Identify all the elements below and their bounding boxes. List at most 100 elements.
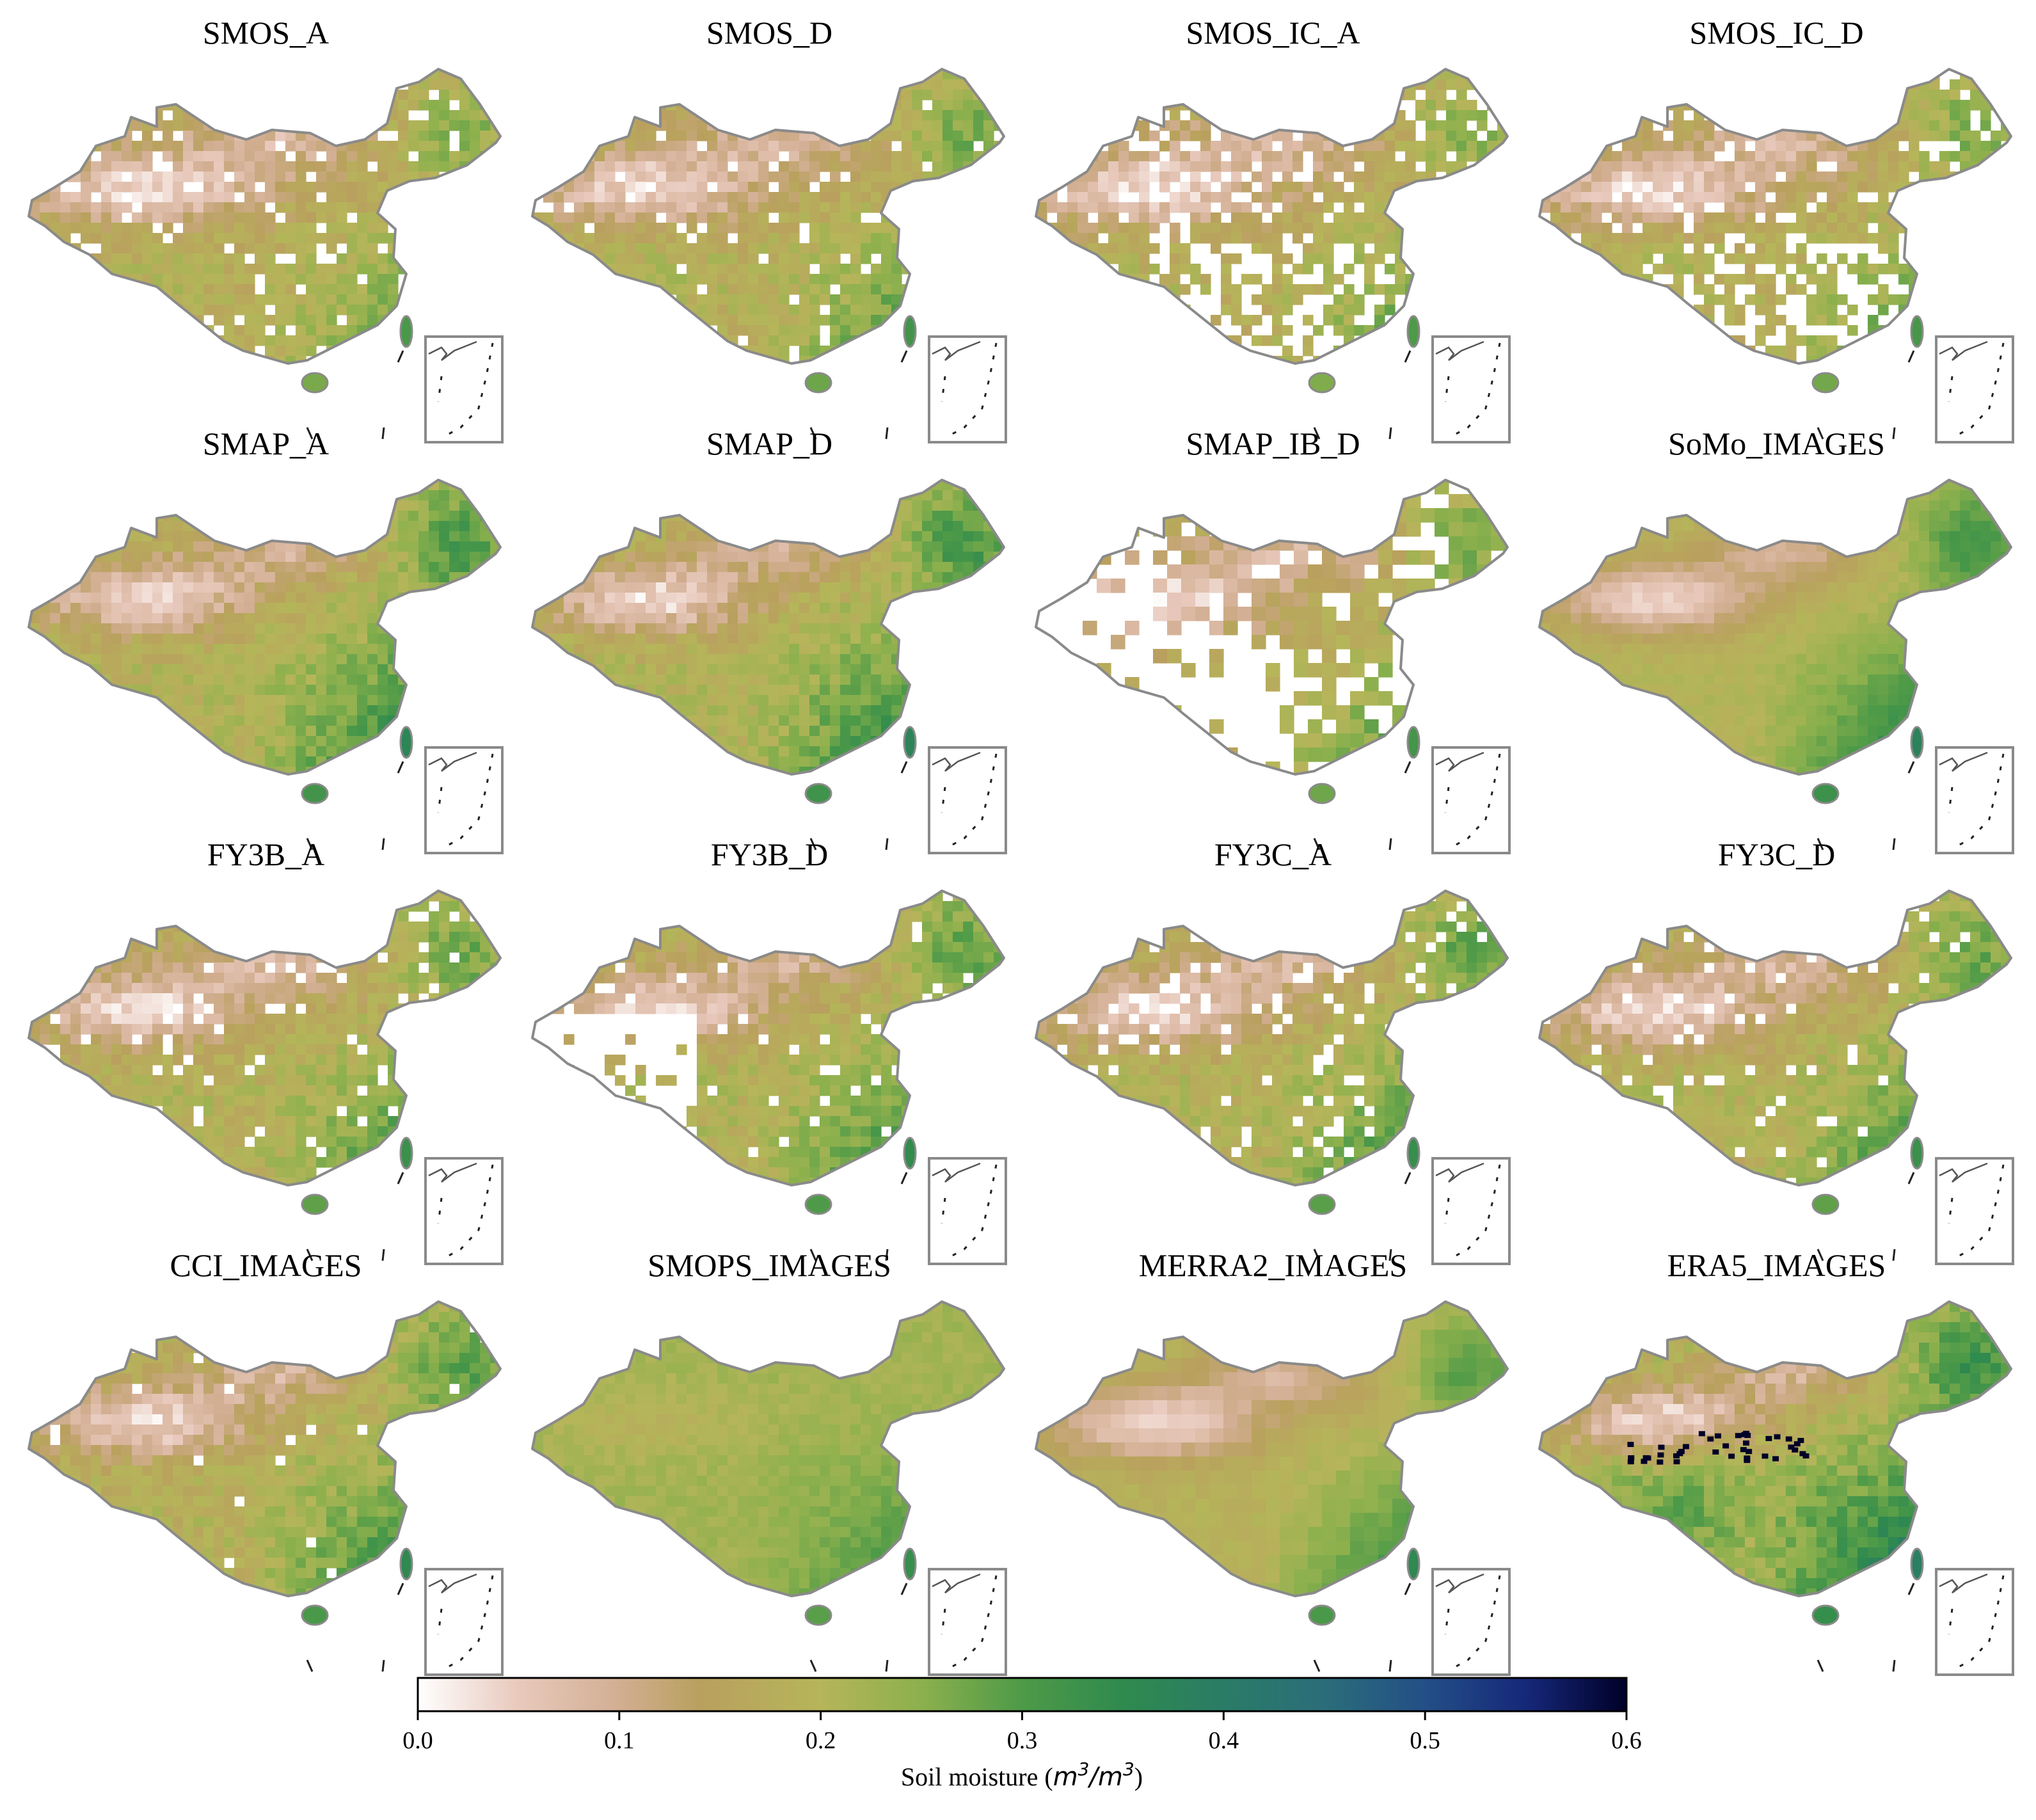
south-china-sea-inset [1431,746,1511,854]
dash-segment [1907,1172,1915,1185]
map-panel: SMOS_IC_D [1538,15,2014,443]
dash-segment [381,427,385,440]
china-border [531,68,1005,365]
hainan-island [804,783,832,804]
south-china-sea-inset [1431,335,1511,443]
dash-segment [1388,1659,1392,1672]
taiwan-island [1910,1137,1924,1170]
map-panel: SMOPS_IMAGES [531,1247,1007,1676]
china-map [28,479,504,854]
dash-segment [900,1172,908,1185]
dash-segment [1817,1659,1824,1672]
map-panel: SMOS_A [28,15,504,443]
dash-segment [1892,1659,1896,1672]
china-map [1538,890,2014,1265]
panel-title: SMAP_A [203,426,329,461]
colorbar-label: Soil moisture (m3/m3) [901,1759,1143,1792]
south-china-sea-inset [928,335,1007,443]
dash-segment [1892,838,1896,850]
hainan-island [301,1604,329,1626]
colorbar-tick-label: 0.1 [604,1727,635,1754]
south-china-sea-inset [1431,1157,1511,1265]
china-border [28,890,502,1186]
taiwan-island [1406,1547,1420,1581]
dash-segment [1892,427,1896,440]
dash-segment [306,427,314,440]
colorbar-tick-label: 0.3 [1007,1727,1038,1754]
china-map [1035,68,1511,443]
china-border [1035,890,1509,1186]
map-panel: SMOS_IC_A [1035,15,1511,443]
soil-moisture-field [1539,1302,2011,1596]
hainan-island [1811,1604,1840,1626]
china-border [1538,890,2012,1186]
soil-moisture-field [1539,69,2011,363]
south-china-sea-inset [1935,335,2014,443]
panel-title: SoMo_IMAGES [1668,426,1885,461]
china-map [28,890,504,1265]
dash-segment [1907,1583,1915,1595]
china-map [28,1300,504,1676]
south-china-sea-inset [928,746,1007,854]
dash-segment [1404,1172,1412,1185]
south-china-sea-inset [1431,1568,1511,1676]
china-map [531,890,1007,1265]
china-border [1035,1300,1509,1597]
dash-segment [1388,1249,1392,1261]
panel-title: SMOS_D [706,15,832,51]
map-panel: SMAP_A [28,426,504,854]
dash-segment [397,350,404,363]
china-map [531,68,1007,443]
dash-segment [900,1583,908,1595]
china-map [1035,890,1511,1265]
soil-moisture-field [1539,891,2011,1185]
south-china-sea-inset [424,335,504,443]
taiwan-island [1910,1547,1924,1581]
dash-segment [885,1249,889,1261]
colorbar: 0.0 0.1 0.2 0.3 0.4 0.5 0.6 Soil moisture (m3/… [402,1677,1642,1792]
south-china-sea-inset [928,1157,1007,1265]
dash-segment [381,1659,385,1672]
taiwan-island [399,1137,413,1170]
taiwan-island [1406,1137,1420,1170]
south-china-sea-inset [1935,746,2014,854]
china-map [1035,479,1511,854]
colorbar-tick-label: 0.6 [1611,1727,1642,1754]
dash-segment [397,1583,404,1595]
china-border [1538,68,2012,365]
panel-title: SMOS_IC_A [1186,15,1360,51]
south-china-sea-inset [1935,1568,2014,1676]
colorbar-ticks: 0.0 0.1 0.2 0.3 0.4 0.5 0.6 [402,1711,1642,1754]
dash-segment [809,838,817,850]
dash-segment [306,1659,314,1672]
china-border [28,479,502,776]
china-border [531,1300,1005,1597]
china-map [531,479,1007,854]
dash-segment [306,838,314,850]
map-panel: FY3C_A [1035,836,1511,1265]
taiwan-island [903,726,917,759]
map-panels: SMOS_A SMOS_D SMOS_IC_A SMOS_IC_D SMAP_A SMAP… [28,15,2014,1676]
taiwan-island [1910,315,1924,348]
dash-segment [1313,1659,1321,1672]
taiwan-island [903,1547,917,1581]
soil-moisture-field [1036,69,1507,363]
soil-moisture-field [532,891,1004,1185]
hainan-island [301,1193,329,1215]
map-panel: CCI_IMAGES [28,1247,504,1676]
hainan-island [1308,372,1336,394]
china-border [531,890,1005,1186]
china-border [1035,479,1509,776]
soil-moisture-field [29,69,500,363]
dash-segment [1907,761,1915,774]
hainan-island [1811,783,1840,804]
dash-segment [900,761,908,774]
china-border [28,1300,502,1597]
dash-segment [1388,427,1392,440]
panel-title: FY3B_D [711,836,828,872]
dash-segment [1313,838,1321,850]
colorbar-gradient [417,1677,1628,1712]
south-china-sea-inset [1935,1157,2014,1265]
hainan-island [1308,1193,1336,1215]
